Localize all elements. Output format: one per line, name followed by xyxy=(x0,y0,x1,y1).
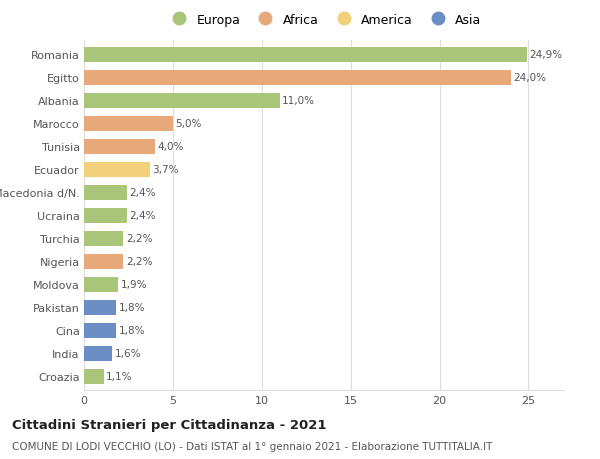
Text: 1,1%: 1,1% xyxy=(106,371,133,381)
Bar xyxy=(84,117,173,131)
Text: 1,9%: 1,9% xyxy=(121,280,147,290)
Bar xyxy=(84,300,116,315)
Legend: Europa, Africa, America, Asia: Europa, Africa, America, Asia xyxy=(161,9,487,32)
Text: 2,4%: 2,4% xyxy=(130,188,156,198)
Text: 11,0%: 11,0% xyxy=(282,96,315,106)
Text: 1,6%: 1,6% xyxy=(115,348,142,358)
Bar xyxy=(84,94,280,108)
Text: 24,9%: 24,9% xyxy=(529,50,562,60)
Text: 24,0%: 24,0% xyxy=(514,73,547,83)
Text: 2,2%: 2,2% xyxy=(126,234,152,244)
Bar xyxy=(84,140,155,154)
Text: COMUNE DI LODI VECCHIO (LO) - Dati ISTAT al 1° gennaio 2021 - Elaborazione TUTTI: COMUNE DI LODI VECCHIO (LO) - Dati ISTAT… xyxy=(12,441,493,451)
Text: Cittadini Stranieri per Cittadinanza - 2021: Cittadini Stranieri per Cittadinanza - 2… xyxy=(12,418,326,431)
Text: 2,4%: 2,4% xyxy=(130,211,156,221)
Bar xyxy=(84,231,123,246)
Text: 2,2%: 2,2% xyxy=(126,257,152,267)
Bar xyxy=(84,254,123,269)
Bar xyxy=(84,346,112,361)
Bar xyxy=(84,185,127,200)
Bar xyxy=(84,277,118,292)
Bar xyxy=(84,369,104,384)
Text: 4,0%: 4,0% xyxy=(158,142,184,152)
Text: 5,0%: 5,0% xyxy=(176,119,202,129)
Bar xyxy=(84,71,511,85)
Bar xyxy=(84,162,150,177)
Bar xyxy=(84,208,127,223)
Text: 3,7%: 3,7% xyxy=(152,165,179,175)
Bar xyxy=(84,323,116,338)
Text: 1,8%: 1,8% xyxy=(119,325,145,336)
Bar xyxy=(84,48,527,62)
Text: 1,8%: 1,8% xyxy=(119,302,145,313)
